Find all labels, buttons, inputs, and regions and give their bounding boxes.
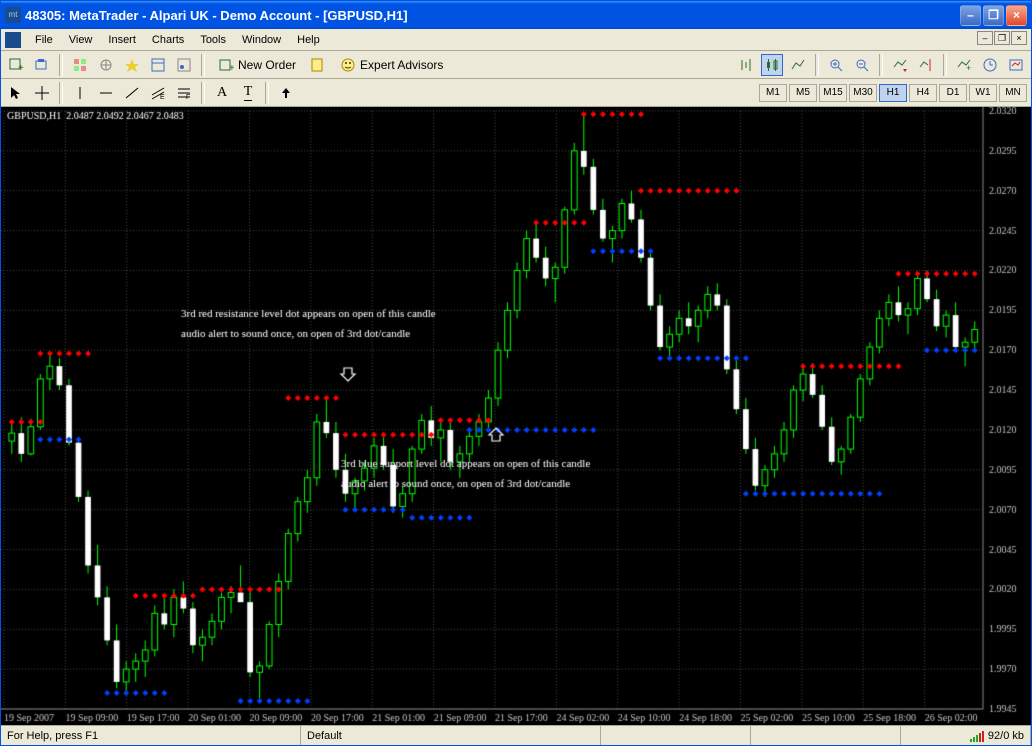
new-order-label: New Order [238, 58, 296, 72]
bar-chart-button[interactable] [735, 54, 757, 76]
expert-advisors-label: Expert Advisors [360, 58, 443, 72]
chart-shift-button[interactable] [915, 54, 937, 76]
expert-advisors-button[interactable]: Expert Advisors [333, 54, 450, 76]
vertical-line-button[interactable] [69, 82, 91, 104]
status-empty1 [601, 726, 751, 745]
menu-view[interactable]: View [61, 32, 101, 48]
profile-button[interactable] [31, 54, 53, 76]
status-help: For Help, press F1 [1, 726, 301, 745]
timeframe-h4[interactable]: H4 [909, 84, 937, 102]
terminal-button[interactable] [121, 54, 143, 76]
arrows-button[interactable] [275, 82, 297, 104]
text-label-button[interactable]: T [237, 82, 259, 104]
new-chart-button[interactable]: + [5, 54, 27, 76]
connection-label: 92/0 kb [988, 730, 1024, 742]
crosshair-button[interactable] [31, 82, 53, 104]
titlebar[interactable]: mt 48305: MetaTrader - Alpari UK - Demo … [1, 1, 1031, 29]
window-title: 48305: MetaTrader - Alpari UK - Demo Acc… [25, 8, 960, 23]
app-window: mt 48305: MetaTrader - Alpari UK - Demo … [0, 0, 1032, 746]
zoom-out-button[interactable] [851, 54, 873, 76]
mdi-app-icon [5, 32, 21, 48]
market-watch-button[interactable] [69, 54, 91, 76]
timeframe-w1[interactable]: W1 [969, 84, 997, 102]
status-bar: For Help, press F1 Default 92/0 kb [1, 725, 1031, 745]
timeframe-d1[interactable]: D1 [939, 84, 967, 102]
svg-text:+: + [966, 63, 971, 73]
equidistant-channel-button[interactable]: E [147, 82, 169, 104]
new-order-button[interactable]: + New Order [211, 54, 303, 76]
indicators-button[interactable]: + [953, 54, 975, 76]
menu-tools[interactable]: Tools [192, 32, 234, 48]
menu-insert[interactable]: Insert [100, 32, 144, 48]
trendline-button[interactable] [121, 82, 143, 104]
timeframe-mn[interactable]: MN [999, 84, 1027, 102]
svg-text:F: F [186, 94, 190, 101]
connection-bars-icon [970, 730, 984, 742]
svg-text:E: E [160, 94, 165, 101]
timeframe-m15[interactable]: M15 [819, 84, 847, 102]
templates-button[interactable] [1005, 54, 1027, 76]
status-empty2 [751, 726, 901, 745]
maximize-button[interactable]: ❐ [983, 5, 1004, 26]
navigator-button[interactable] [95, 54, 117, 76]
close-button[interactable]: × [1006, 5, 1027, 26]
data-window-button[interactable] [147, 54, 169, 76]
toolbar-drawing: E F A T M1M5M15M30H1H4D1W1MN [1, 79, 1031, 107]
svg-text:+: + [18, 63, 24, 73]
timeframe-m5[interactable]: M5 [789, 84, 817, 102]
text-button[interactable]: A [211, 82, 233, 104]
fibonacci-button[interactable]: F [173, 82, 195, 104]
horizontal-line-button[interactable] [95, 82, 117, 104]
timeframe-m30[interactable]: M30 [849, 84, 877, 102]
mdi-close-button[interactable]: × [1011, 31, 1027, 45]
candlestick-button[interactable] [761, 54, 783, 76]
status-connection[interactable]: 92/0 kb [901, 726, 1031, 745]
minimize-button[interactable]: – [960, 5, 981, 26]
mdi-minimize-button[interactable]: – [977, 31, 993, 45]
mdi-restore-button[interactable]: ❐ [994, 31, 1010, 45]
line-chart-button[interactable] [787, 54, 809, 76]
cursor-button[interactable] [5, 82, 27, 104]
menu-window[interactable]: Window [234, 32, 289, 48]
toolbar-main: + + New Order Expert Advisors + [1, 51, 1031, 79]
menu-file[interactable]: File [27, 32, 61, 48]
svg-text:+: + [229, 63, 234, 73]
metaeditor-button[interactable] [307, 54, 329, 76]
menubar: FileViewInsertChartsToolsWindowHelp – ❐ … [1, 29, 1031, 51]
menu-help[interactable]: Help [289, 32, 328, 48]
chart-area[interactable] [1, 107, 1031, 725]
zoom-in-button[interactable] [825, 54, 847, 76]
auto-scroll-button[interactable] [889, 54, 911, 76]
chart-canvas[interactable] [1, 107, 1031, 725]
status-profile: Default [301, 726, 601, 745]
timeframe-h1[interactable]: H1 [879, 84, 907, 102]
menu-charts[interactable]: Charts [144, 32, 192, 48]
strategy-tester-button[interactable] [173, 54, 195, 76]
periodicity-button[interactable] [979, 54, 1001, 76]
timeframe-m1[interactable]: M1 [759, 84, 787, 102]
app-icon: mt [5, 7, 21, 23]
